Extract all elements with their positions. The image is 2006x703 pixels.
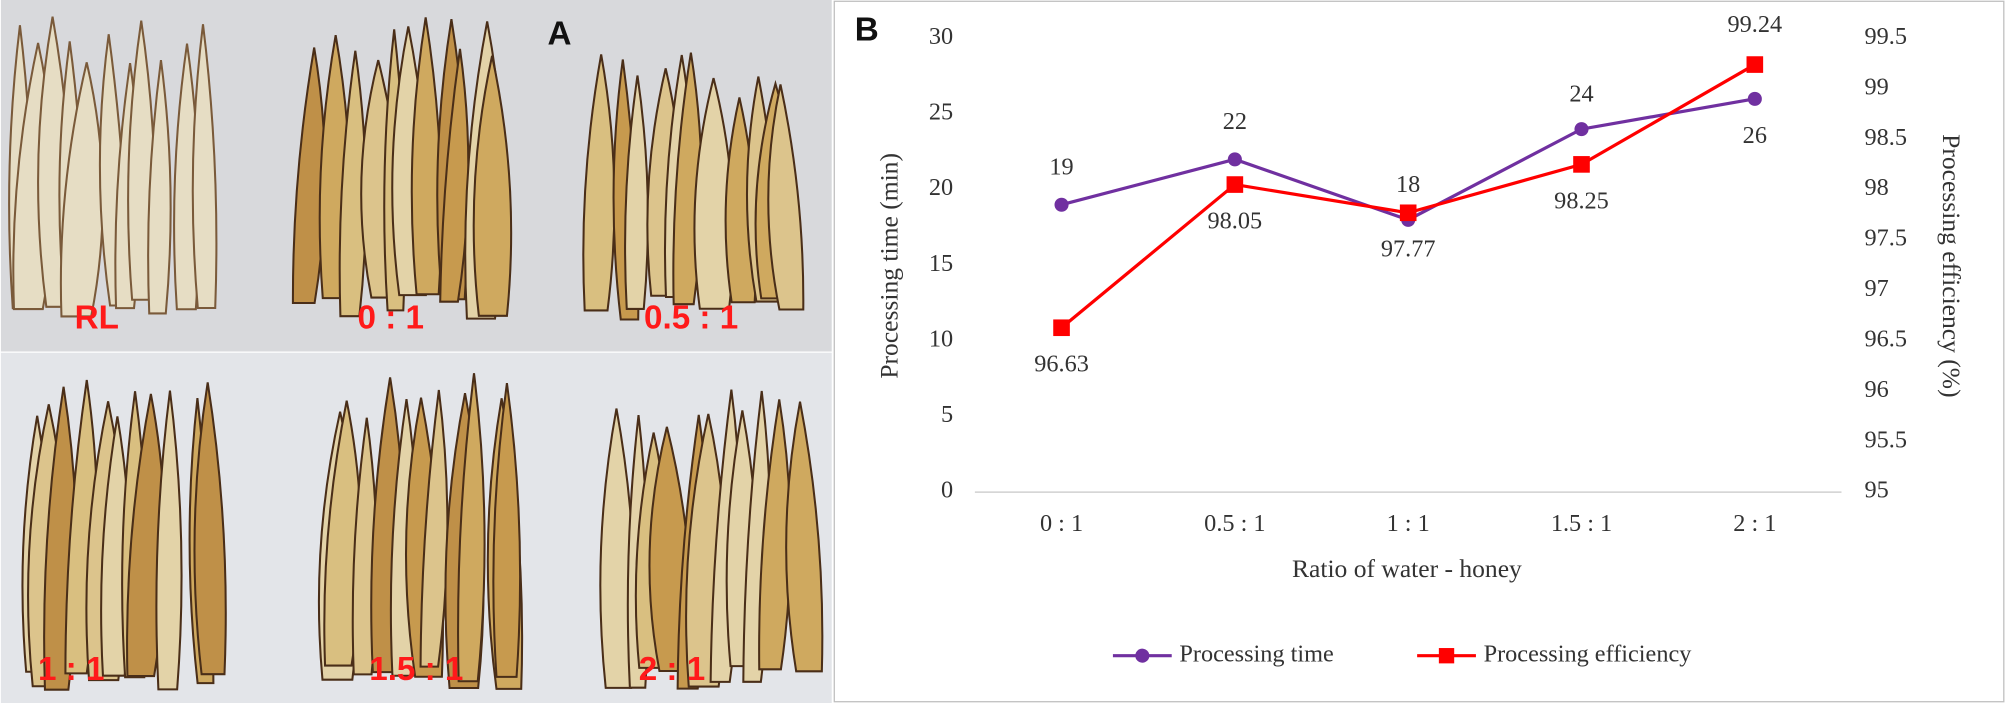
data-label: 18 bbox=[1396, 171, 1420, 198]
marker bbox=[1747, 91, 1762, 106]
root-slice bbox=[410, 17, 443, 296]
photo-label: 0.5 : 1 bbox=[644, 299, 738, 336]
chart-frame bbox=[833, 0, 2005, 703]
y2-axis-label: Processing efficiency (%) bbox=[1937, 134, 1966, 397]
y-axis-label: Processing time (min) bbox=[875, 153, 904, 379]
photo-label: 1 : 1 bbox=[38, 651, 104, 688]
panel-letter: B bbox=[855, 12, 879, 49]
y2-tick-label: 97.5 bbox=[1864, 225, 1906, 252]
y-tick-label: 0 bbox=[941, 477, 953, 504]
x-tick-label: 0.5 : 1 bbox=[1204, 510, 1265, 537]
marker bbox=[1746, 56, 1764, 73]
root-slice bbox=[193, 382, 227, 676]
root-slice bbox=[767, 84, 805, 311]
data-label: 19 bbox=[1049, 154, 1073, 181]
root-slice bbox=[472, 55, 513, 317]
x-tick-label: 1.5 : 1 bbox=[1551, 510, 1612, 537]
marker bbox=[1054, 197, 1069, 212]
data-label: 26 bbox=[1743, 122, 1767, 149]
marker bbox=[1227, 152, 1242, 167]
marker bbox=[1573, 156, 1590, 173]
y2-tick-label: 99.5 bbox=[1864, 23, 1906, 50]
y-tick-label: 15 bbox=[929, 250, 953, 277]
panel-letter: A bbox=[547, 16, 571, 53]
root-slice bbox=[147, 60, 172, 315]
root-slice bbox=[492, 382, 522, 678]
photo-label: 1.5 : 1 bbox=[369, 651, 463, 688]
root-slice bbox=[419, 389, 449, 668]
data-label: 98.25 bbox=[1554, 187, 1609, 214]
data-label: 97.77 bbox=[1381, 236, 1436, 263]
y-tick-label: 20 bbox=[929, 174, 953, 201]
x-tick-label: 2 : 1 bbox=[1733, 510, 1776, 537]
marker bbox=[1574, 122, 1589, 137]
photo-label: 0 : 1 bbox=[358, 299, 424, 336]
data-label: 99.24 bbox=[1728, 11, 1783, 38]
root-slice bbox=[155, 390, 183, 691]
data-label: 98.05 bbox=[1208, 207, 1263, 234]
root-slice bbox=[582, 54, 616, 312]
y2-tick-label: 95 bbox=[1864, 477, 1888, 504]
legend-label: Processing time bbox=[1179, 640, 1333, 667]
root-slice bbox=[693, 77, 735, 310]
y2-tick-label: 96 bbox=[1864, 376, 1888, 403]
y2-tick-label: 98.5 bbox=[1864, 124, 1906, 151]
legend-marker bbox=[1135, 648, 1150, 663]
x-tick-label: 0 : 1 bbox=[1040, 510, 1083, 537]
root-slice bbox=[599, 408, 636, 689]
data-label: 22 bbox=[1223, 108, 1247, 135]
legend-marker bbox=[1438, 648, 1455, 664]
y2-tick-label: 97 bbox=[1864, 275, 1888, 302]
root-slice bbox=[457, 373, 486, 683]
y2-tick-label: 99 bbox=[1864, 73, 1888, 100]
root-slice bbox=[624, 75, 649, 310]
y-tick-label: 5 bbox=[941, 401, 953, 428]
y2-tick-label: 96.5 bbox=[1864, 325, 1906, 352]
root-slice bbox=[785, 401, 824, 673]
y-tick-label: 10 bbox=[929, 325, 953, 352]
root-slice bbox=[439, 48, 470, 303]
y2-tick-label: 95.5 bbox=[1864, 426, 1906, 453]
data-label: 24 bbox=[1569, 80, 1593, 107]
root-slice bbox=[191, 24, 218, 310]
legend-label: Processing efficiency bbox=[1484, 640, 1693, 667]
photo-panel bbox=[0, 0, 832, 703]
data-label: 96.63 bbox=[1034, 351, 1089, 378]
marker bbox=[1053, 319, 1070, 337]
marker bbox=[1399, 204, 1417, 222]
y-tick-label: 30 bbox=[929, 23, 953, 50]
photo-label: RL bbox=[75, 299, 119, 336]
x-axis-label: Ratio of water - honey bbox=[1292, 554, 1522, 583]
marker bbox=[1226, 176, 1244, 193]
x-tick-label: 1 : 1 bbox=[1387, 510, 1430, 537]
y-tick-label: 25 bbox=[929, 99, 953, 126]
y2-tick-label: 98 bbox=[1864, 174, 1888, 201]
photo-label: 2 : 1 bbox=[639, 651, 705, 688]
